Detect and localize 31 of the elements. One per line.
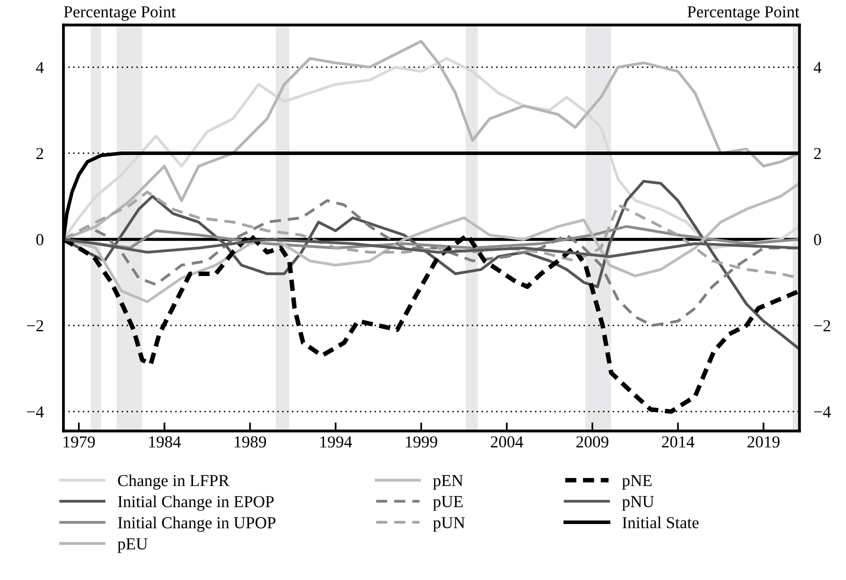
y-axis-title: Percentage Point bbox=[64, 6, 176, 21]
y-tick-label: −2 bbox=[27, 320, 44, 332]
y2-tick-label: −2 bbox=[814, 320, 830, 332]
x-tick-label: 2009 bbox=[576, 436, 608, 448]
y-tick-label: 4 bbox=[36, 62, 44, 73]
legend-label: pNU bbox=[622, 496, 654, 511]
legend-label: pUE bbox=[433, 496, 463, 511]
legend-label: Change in LFPR bbox=[118, 474, 230, 490]
y-tick-label: −4 bbox=[27, 406, 44, 418]
legend-label: pEU bbox=[118, 538, 148, 553]
legend-label: Initial Change in UPOP bbox=[118, 516, 276, 532]
y2-tick-label: 2 bbox=[814, 148, 821, 160]
x-tick-label: 2004 bbox=[490, 436, 524, 448]
legend-label: pUN bbox=[433, 517, 465, 532]
legend-label: pNE bbox=[622, 475, 652, 490]
y2-tick-label: 4 bbox=[814, 62, 822, 73]
y2-axis-title: Percentage Point bbox=[687, 6, 800, 21]
x-tick-label: 1984 bbox=[149, 436, 181, 448]
legend-label: Initial State bbox=[622, 516, 699, 528]
y2-tick-label: 0 bbox=[814, 234, 822, 246]
x-tick-label: 1979 bbox=[64, 436, 95, 448]
y2-tick-label: −4 bbox=[814, 406, 831, 418]
y-tick-label: 0 bbox=[36, 234, 44, 246]
x-tick-label: 1999 bbox=[406, 436, 438, 448]
x-tick-label: 2019 bbox=[748, 436, 780, 448]
y-tick-label: 2 bbox=[36, 148, 44, 160]
legend-label: Initial Change in EPOP bbox=[118, 496, 274, 511]
x-tick-label: 1989 bbox=[234, 436, 266, 448]
x-tick-label: 1994 bbox=[320, 436, 352, 448]
x-tick-label: 2014 bbox=[662, 436, 694, 448]
legend-label: pEN bbox=[433, 475, 463, 490]
